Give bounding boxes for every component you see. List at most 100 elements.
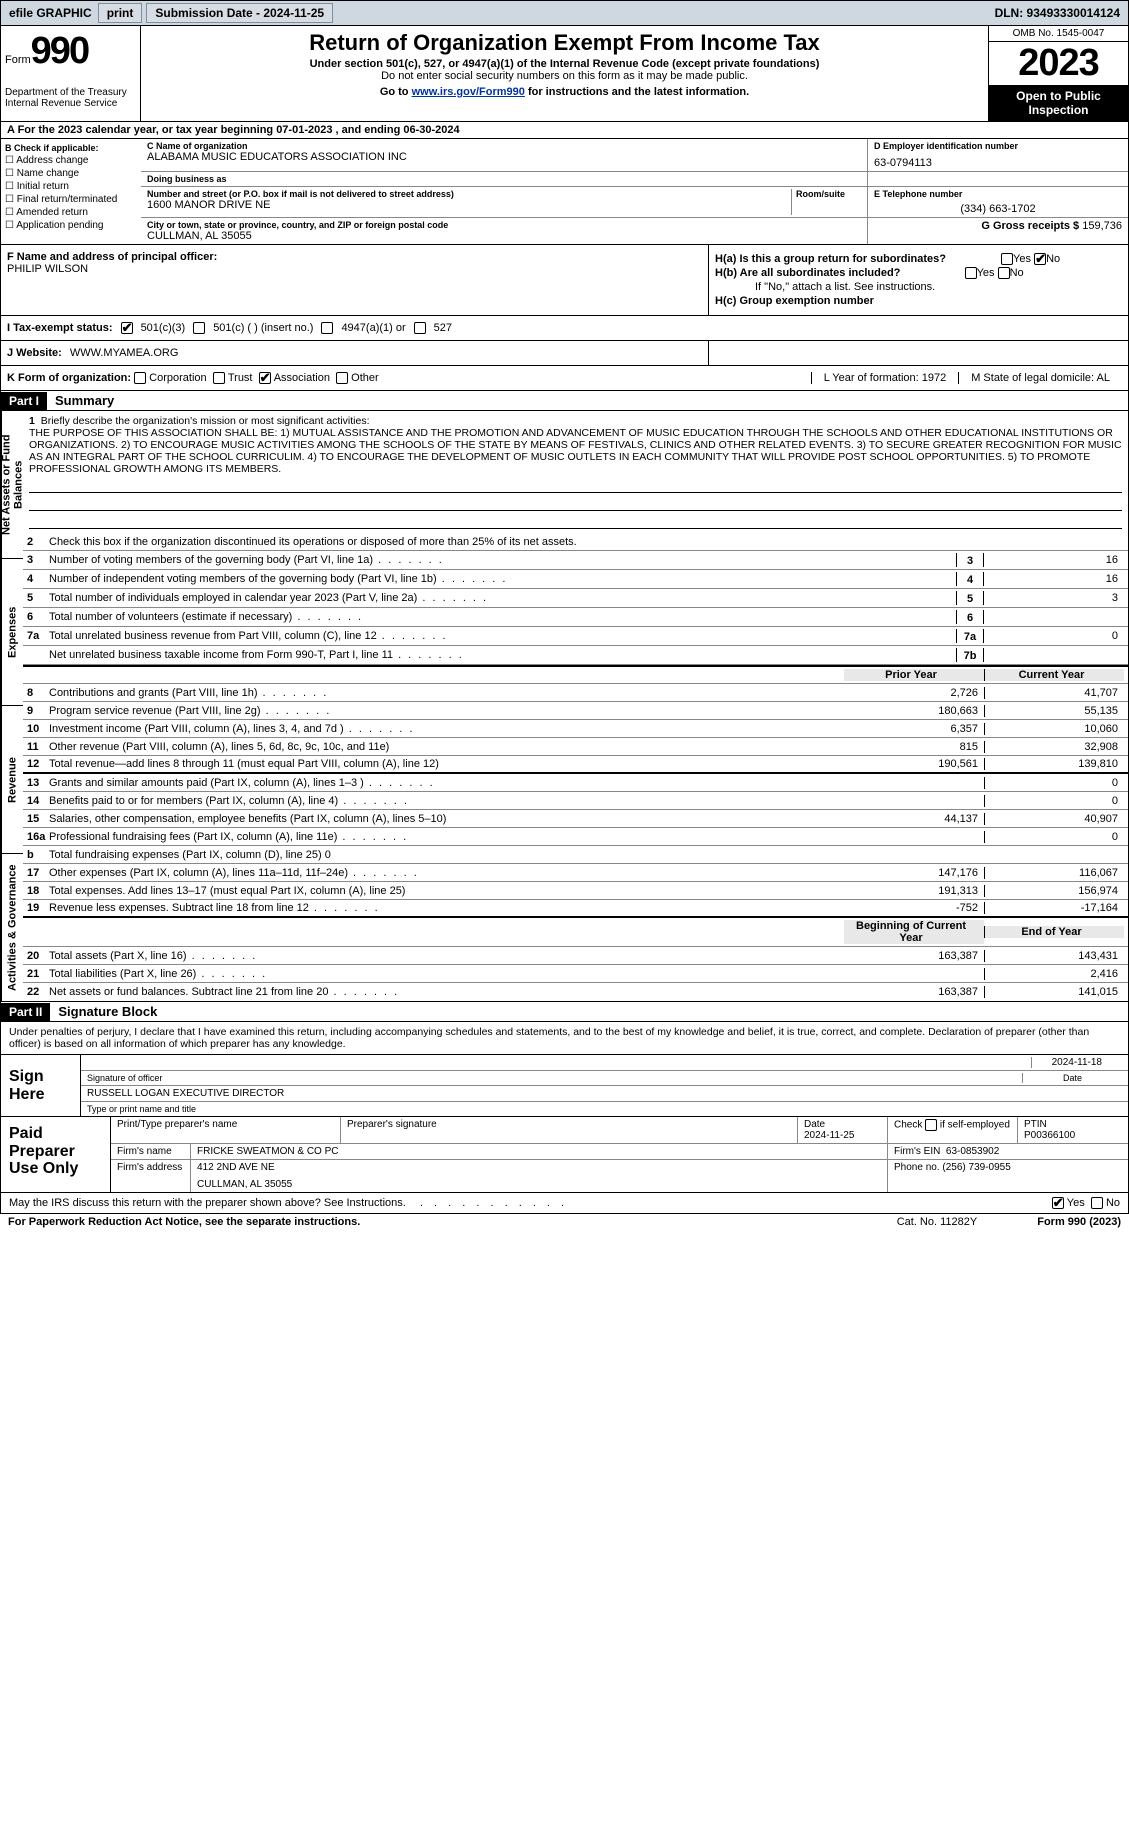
chk-amended-return[interactable]: ☐ Amended return (5, 207, 137, 218)
mission-label: Briefly describe the organization's miss… (41, 415, 370, 427)
line-21: 21Total liabilities (Part X, line 26)2,4… (23, 965, 1128, 983)
line-16b: bTotal fundraising expenses (Part IX, co… (23, 846, 1128, 864)
chk-corp[interactable] (134, 372, 146, 384)
f-label: F Name and address of principal officer: (7, 251, 702, 263)
chk-application-pending[interactable]: ☐ Application pending (5, 220, 137, 231)
row-fh: F Name and address of principal officer:… (0, 245, 1129, 316)
line-16a: 16aProfessional fundraising fees (Part I… (23, 828, 1128, 846)
part1-header: Part I Summary (0, 391, 1129, 411)
form-word: Form (5, 54, 31, 66)
b-label: B Check if applicable: (5, 143, 137, 153)
city-value: CULLMAN, AL 35055 (147, 230, 861, 242)
chk-501c[interactable] (193, 322, 205, 334)
org-name: ALABAMA MUSIC EDUCATORS ASSOCIATION INC (147, 151, 861, 163)
paperwork-notice: For Paperwork Reduction Act Notice, see … (8, 1216, 360, 1228)
firm-phone: (256) 739-0955 (942, 1162, 1010, 1173)
m-state: M State of legal domicile: AL (958, 372, 1122, 384)
chk-527[interactable] (414, 322, 426, 334)
e-phone-label: E Telephone number (874, 189, 1122, 199)
form-footer: Form 990 (2023) (1037, 1216, 1121, 1228)
line-15: 15Salaries, other compensation, employee… (23, 810, 1128, 828)
column-f: F Name and address of principal officer:… (1, 245, 708, 315)
chk-4947[interactable] (321, 322, 333, 334)
ptin-value: P00366100 (1024, 1130, 1122, 1141)
hb-no[interactable] (998, 267, 1010, 279)
ha-no[interactable] (1034, 253, 1046, 265)
part2-title: Signature Block (50, 1002, 165, 1021)
discuss-no[interactable] (1091, 1197, 1103, 1209)
chk-name-change[interactable]: ☐ Name change (5, 168, 137, 179)
sig-officer-label: Signature of officer (87, 1073, 162, 1083)
form-number-box: Form990 Department of the Treasury Inter… (1, 26, 141, 121)
h-a: H(a) Is this a group return for subordin… (715, 253, 946, 265)
officer-name: PHILIP WILSON (7, 263, 702, 275)
chk-assoc[interactable] (259, 372, 271, 384)
cat-no: Cat. No. 11282Y (897, 1216, 978, 1228)
prep-date: 2024-11-25 (804, 1130, 881, 1141)
line-10: 10Investment income (Part VIII, column (… (23, 720, 1128, 738)
line-4: 4Number of independent voting members of… (23, 570, 1128, 589)
c-name-label: C Name of organization (147, 141, 861, 151)
row-klm: K Form of organization: Corporation Trus… (0, 366, 1129, 391)
line-12: 12Total revenue—add lines 8 through 11 (… (23, 756, 1128, 774)
part1-table: Activities & Governance Revenue Expenses… (0, 411, 1129, 1002)
discuss-text: May the IRS discuss this return with the… (9, 1197, 406, 1209)
chk-initial-return[interactable]: ☐ Initial return (5, 181, 137, 192)
efile-label: efile GRAPHIC (9, 6, 92, 20)
subtitle-1: Under section 501(c), 527, or 4947(a)(1)… (145, 58, 984, 70)
prep-sig-label: Preparer's signature (347, 1119, 791, 1130)
chk-other[interactable] (336, 372, 348, 384)
line-22: 22Net assets or fund balances. Subtract … (23, 983, 1128, 1001)
dba-label: Doing business as (147, 174, 861, 184)
form-title: Return of Organization Exempt From Incom… (145, 30, 984, 56)
form-number: 990 (31, 30, 88, 72)
hb-yes[interactable] (965, 267, 977, 279)
chk-self-employed[interactable] (925, 1119, 937, 1131)
chk-501c3[interactable] (121, 322, 133, 334)
h-note: If "No," attach a list. See instructions… (715, 281, 1122, 293)
paid-preparer-label: Paid Preparer Use Only (1, 1117, 111, 1192)
line-head-rev: Prior YearCurrent Year (23, 665, 1128, 684)
firm-addr2: CULLMAN, AL 35055 (197, 1179, 881, 1190)
chk-address-change[interactable]: ☐ Address change (5, 155, 137, 166)
line-8: 8Contributions and grants (Part VIII, li… (23, 684, 1128, 702)
row-j: J Website: WWW.MYAMEA.ORG (0, 341, 1129, 366)
line-9: 9Program service revenue (Part VIII, lin… (23, 702, 1128, 720)
ein-value: 63-0794113 (874, 157, 1122, 169)
irs-link[interactable]: www.irs.gov/Form990 (412, 86, 525, 98)
i-label: I Tax-exempt status: (7, 322, 113, 334)
line-2: 2Check this box if the organization disc… (23, 533, 1128, 551)
k-label: K Form of organization: (7, 372, 131, 384)
dept-label: Department of the Treasury Internal Reve… (5, 87, 136, 109)
firm-addr-label: Firm's address (111, 1160, 191, 1192)
title-box: Return of Organization Exempt From Incom… (141, 26, 988, 121)
discuss-yes[interactable] (1052, 1197, 1064, 1209)
footer: For Paperwork Reduction Act Notice, see … (0, 1214, 1129, 1230)
line-head-na: Beginning of Current YearEnd of Year (23, 918, 1128, 947)
street-value: 1600 MANOR DRIVE NE (147, 199, 791, 211)
sig-date-label: Date (1022, 1073, 1122, 1083)
chk-final-return[interactable]: ☐ Final return/terminated (5, 194, 137, 205)
phone-value: (334) 663-1702 (874, 203, 1122, 215)
part2-header: Part II Signature Block (0, 1002, 1129, 1022)
line-13: 13Grants and similar amounts paid (Part … (23, 774, 1128, 792)
content-column: 1 Briefly describe the organization's mi… (23, 411, 1128, 1001)
firm-name-label: Firm's name (111, 1144, 191, 1159)
chk-trust[interactable] (213, 372, 225, 384)
prep-date-label: Date (804, 1119, 881, 1130)
firm-phone-label: Phone no. (894, 1162, 940, 1173)
part1-badge: Part I (1, 392, 47, 410)
omb-number: OMB No. 1545-0047 (989, 26, 1128, 42)
h-b: H(b) Are all subordinates included? (715, 267, 900, 279)
ha-yes[interactable] (1001, 253, 1013, 265)
g-label: G Gross receipts $ (981, 220, 1079, 232)
firm-addr: 412 2ND AVE NE (197, 1162, 881, 1173)
print-button[interactable]: print (98, 3, 143, 23)
mission-text: THE PURPOSE OF THIS ASSOCIATION SHALL BE… (29, 427, 1122, 475)
submission-date-button[interactable]: Submission Date - 2024-11-25 (146, 3, 333, 23)
column-h: H(a) Is this a group return for subordin… (708, 245, 1128, 315)
website-value: WWW.MYAMEA.ORG (70, 347, 179, 359)
line-7a: 7aTotal unrelated business revenue from … (23, 627, 1128, 646)
line-6: 6Total number of volunteers (estimate if… (23, 608, 1128, 627)
firm-ein: 63-0853902 (946, 1146, 999, 1157)
